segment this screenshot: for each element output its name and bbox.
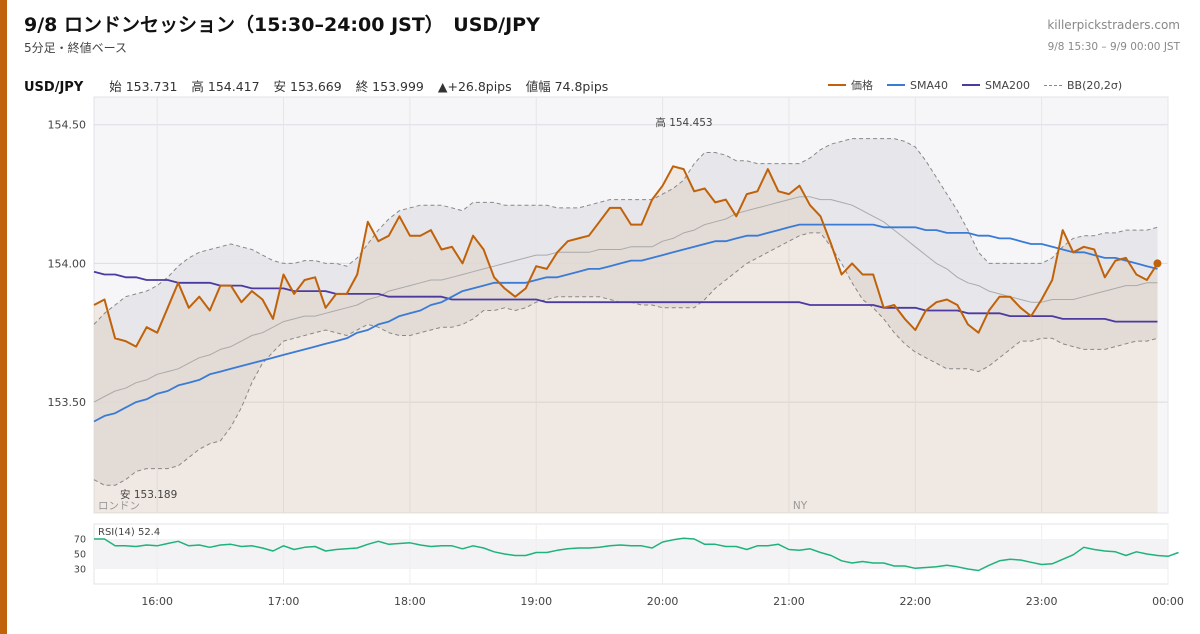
site-name[interactable]: killerpickstraders.com [1047, 18, 1180, 32]
x-tick-label: 21:00 [773, 595, 805, 608]
y-tick-label: 154.50 [48, 119, 87, 132]
stat-width: 値幅 74.8pips [525, 79, 609, 94]
legend-label-bb: BB(20,2σ) [1067, 78, 1123, 92]
stat-close: 終 153.999 [355, 79, 424, 94]
x-tick-label: 19:00 [520, 595, 552, 608]
low-annotation: 安 153.189 [120, 488, 177, 501]
stat-change: ▲+26.8pips [437, 79, 512, 94]
bb-upper-line [93, 138, 1158, 325]
sma200-line [93, 270, 1158, 323]
legend-label-price: 価格 [851, 79, 873, 92]
legend-swatch-price [828, 84, 846, 86]
legend-label-sma200: SMA200 [985, 78, 1030, 92]
y-tick-label: 153.50 [48, 396, 87, 409]
price-area-fill [94, 166, 1158, 514]
last-price-marker [1153, 259, 1162, 268]
accent-bar [0, 0, 7, 634]
stats-bar: USD/JPY 始 153.731 高 154.417 安 153.669 終 … [24, 76, 618, 95]
x-tick-label: 18:00 [394, 595, 426, 608]
page-title: 9/8 ロンドンセッション（15:30–24:00 JST） USD/JPY [24, 14, 540, 36]
stat-open: 始 153.731 [109, 79, 178, 94]
legend-item-sma200[interactable]: SMA200 [962, 79, 1030, 92]
legend-item-bb[interactable]: BB(20,2σ) [1044, 79, 1122, 92]
legend-swatch-bb [1044, 84, 1062, 86]
x-tick-label: 22:00 [899, 595, 931, 608]
page-subtitle: 5分足・終値ベース [24, 41, 128, 55]
x-tick-label: 00:00 [1152, 595, 1184, 608]
rsi-y-tick-label: 50 [74, 550, 86, 561]
high-annotation: 高 154.453 [655, 116, 712, 129]
x-tick-label: 23:00 [1026, 595, 1058, 608]
x-tick-label: 17:00 [268, 595, 300, 608]
y-tick-label: 154.00 [48, 257, 87, 270]
session-label-london: ロンドン [98, 500, 140, 512]
rsi-line [94, 537, 1179, 572]
legend-swatch-sma40 [887, 84, 905, 86]
symbol-label: USD/JPY [24, 80, 84, 95]
rsi-y-tick-label: 30 [74, 565, 86, 576]
x-tick-label: 20:00 [647, 595, 679, 608]
x-tick-label: 16:00 [141, 595, 173, 608]
legend-item-sma40[interactable]: SMA40 [887, 79, 948, 92]
rsi-label: RSI(14) 52.4 [98, 527, 160, 538]
bb-band-fill [94, 138, 1158, 486]
legend-swatch-sma200 [962, 84, 980, 86]
stat-high: 高 154.417 [191, 79, 260, 94]
session-label-ny: NY [793, 500, 808, 512]
bb-mid-line [93, 196, 1158, 403]
stat-low: 安 153.669 [273, 79, 342, 94]
legend-item-price[interactable]: 価格 [828, 77, 873, 93]
rsi-y-tick-label: 70 [74, 535, 86, 546]
chart-legend: 価格 SMA40 SMA200 BB(20,2σ) [828, 77, 1136, 93]
date-range: 9/8 15:30 – 9/9 00:00 JST [1047, 41, 1180, 53]
rsi-band [94, 539, 1168, 569]
legend-label-sma40: SMA40 [910, 78, 948, 92]
price-line [93, 165, 1159, 348]
sma40-line [93, 223, 1158, 423]
